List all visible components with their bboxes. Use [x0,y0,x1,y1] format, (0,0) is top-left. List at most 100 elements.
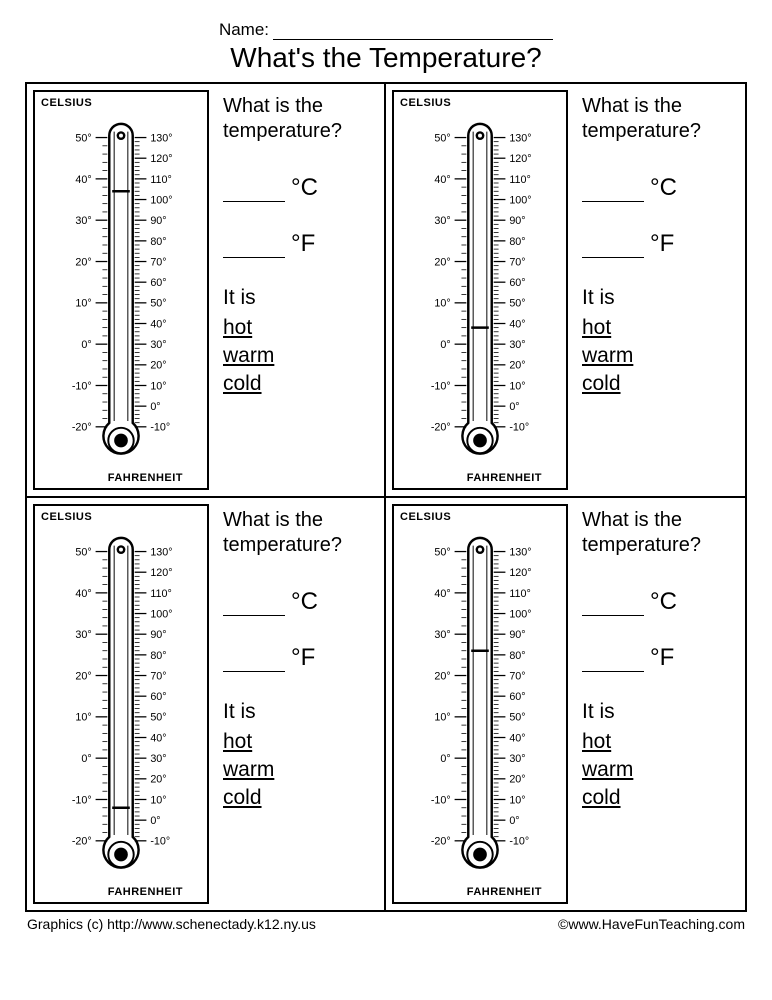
page-title: What's the Temperature? [25,42,747,74]
svg-text:50°: 50° [150,298,166,310]
svg-text:100°: 100° [509,608,531,620]
svg-text:10°: 10° [75,712,91,724]
celsius-blank[interactable] [582,201,644,202]
fahrenheit-answer-row: °F [582,644,737,672]
celsius-unit: °C [650,588,677,615]
svg-text:110°: 110° [509,174,530,186]
footer-credits-left: Graphics (c) http://www.schenectady.k12.… [27,916,316,932]
thermometer: CELSIUS -20°-10°0°10°20°30°40°50°-10°0°1… [392,504,568,904]
fahrenheit-blank[interactable] [223,257,285,258]
svg-text:30°: 30° [509,753,525,765]
svg-text:100°: 100° [509,194,531,206]
worksheet-cell: CELSIUS -20°-10°0°10°20°30°40°50°-10°0°1… [386,84,745,498]
svg-text:50°: 50° [509,712,525,724]
it-is-label: It is [223,700,376,724]
svg-text:90°: 90° [150,215,166,227]
question-prompt: What is the temperature? [223,94,376,144]
svg-text:120°: 120° [509,567,531,579]
fahrenheit-unit: °F [291,644,315,671]
svg-text:20°: 20° [434,670,450,682]
choice-cold[interactable]: cold [223,372,262,396]
fahrenheit-answer-row: °F [582,230,737,258]
svg-text:110°: 110° [150,588,171,600]
svg-text:20°: 20° [75,256,91,268]
svg-text:30°: 30° [150,339,166,351]
svg-text:-10°: -10° [431,380,451,392]
fahrenheit-scale-label: FAHRENHEIT [467,472,542,484]
fahrenheit-blank[interactable] [582,257,644,258]
svg-text:90°: 90° [509,215,525,227]
svg-text:30°: 30° [75,215,91,227]
question-block: What is the temperature? °C °F It is hot… [209,504,376,904]
choice-warm[interactable]: warm [223,344,274,368]
svg-text:-10°: -10° [431,794,451,806]
question-prompt: What is the temperature? [582,508,737,558]
svg-text:30°: 30° [75,629,91,641]
fahrenheit-unit: °F [291,230,315,257]
choice-warm[interactable]: warm [582,344,633,368]
svg-text:-10°: -10° [509,836,529,848]
celsius-blank[interactable] [223,615,285,616]
svg-text:80°: 80° [509,236,525,248]
svg-text:-10°: -10° [72,794,92,806]
choice-hot[interactable]: hot [223,730,252,754]
svg-text:40°: 40° [150,732,166,744]
svg-text:60°: 60° [509,277,525,289]
worksheet-cell: CELSIUS -20°-10°0°10°20°30°40°50°-10°0°1… [27,84,386,498]
svg-text:20°: 20° [509,774,525,786]
svg-text:120°: 120° [509,153,531,165]
svg-text:20°: 20° [150,360,166,372]
name-row: Name: [25,20,747,40]
svg-text:0°: 0° [440,339,450,351]
name-blank[interactable] [273,39,553,40]
svg-text:80°: 80° [509,650,525,662]
choice-cold[interactable]: cold [582,786,621,810]
svg-text:80°: 80° [150,650,166,662]
svg-text:-10°: -10° [72,380,92,392]
svg-text:30°: 30° [509,339,525,351]
svg-text:40°: 40° [75,174,91,186]
choice-hot[interactable]: hot [223,316,252,340]
svg-text:10°: 10° [75,298,91,310]
svg-text:10°: 10° [509,380,525,392]
svg-text:0°: 0° [440,753,450,765]
worksheet-grid: CELSIUS -20°-10°0°10°20°30°40°50°-10°0°1… [25,82,747,912]
svg-text:30°: 30° [434,215,450,227]
svg-text:120°: 120° [150,567,172,579]
celsius-answer-row: °C [582,174,737,202]
thermometer: CELSIUS -20°-10°0°10°20°30°40°50°-10°0°1… [33,90,209,490]
svg-text:0°: 0° [150,401,160,413]
fahrenheit-blank[interactable] [223,671,285,672]
choice-cold[interactable]: cold [582,372,621,396]
celsius-blank[interactable] [223,201,285,202]
svg-text:50°: 50° [75,546,91,558]
svg-text:-10°: -10° [150,422,170,434]
question-block: What is the temperature? °C °F It is hot… [209,90,376,490]
svg-text:110°: 110° [150,174,171,186]
fahrenheit-answer-row: °F [223,644,376,672]
svg-text:50°: 50° [434,546,450,558]
choice-warm[interactable]: warm [223,758,274,782]
svg-text:-20°: -20° [431,422,451,434]
name-label: Name: [219,20,269,39]
svg-text:40°: 40° [75,588,91,600]
footer: Graphics (c) http://www.schenectady.k12.… [25,916,747,932]
question-block: What is the temperature? °C °F It is hot… [568,504,737,904]
fahrenheit-blank[interactable] [582,671,644,672]
fahrenheit-unit: °F [650,230,674,257]
svg-text:60°: 60° [150,277,166,289]
svg-text:130°: 130° [509,546,531,558]
svg-text:60°: 60° [509,691,525,703]
question-prompt: What is the temperature? [582,94,737,144]
svg-text:90°: 90° [509,629,525,641]
svg-text:120°: 120° [150,153,172,165]
it-is-label: It is [582,286,737,310]
svg-text:10°: 10° [509,794,525,806]
choice-cold[interactable]: cold [223,786,262,810]
svg-text:80°: 80° [150,236,166,248]
choice-warm[interactable]: warm [582,758,633,782]
svg-text:-10°: -10° [150,836,170,848]
choice-hot[interactable]: hot [582,730,611,754]
choice-hot[interactable]: hot [582,316,611,340]
celsius-blank[interactable] [582,615,644,616]
